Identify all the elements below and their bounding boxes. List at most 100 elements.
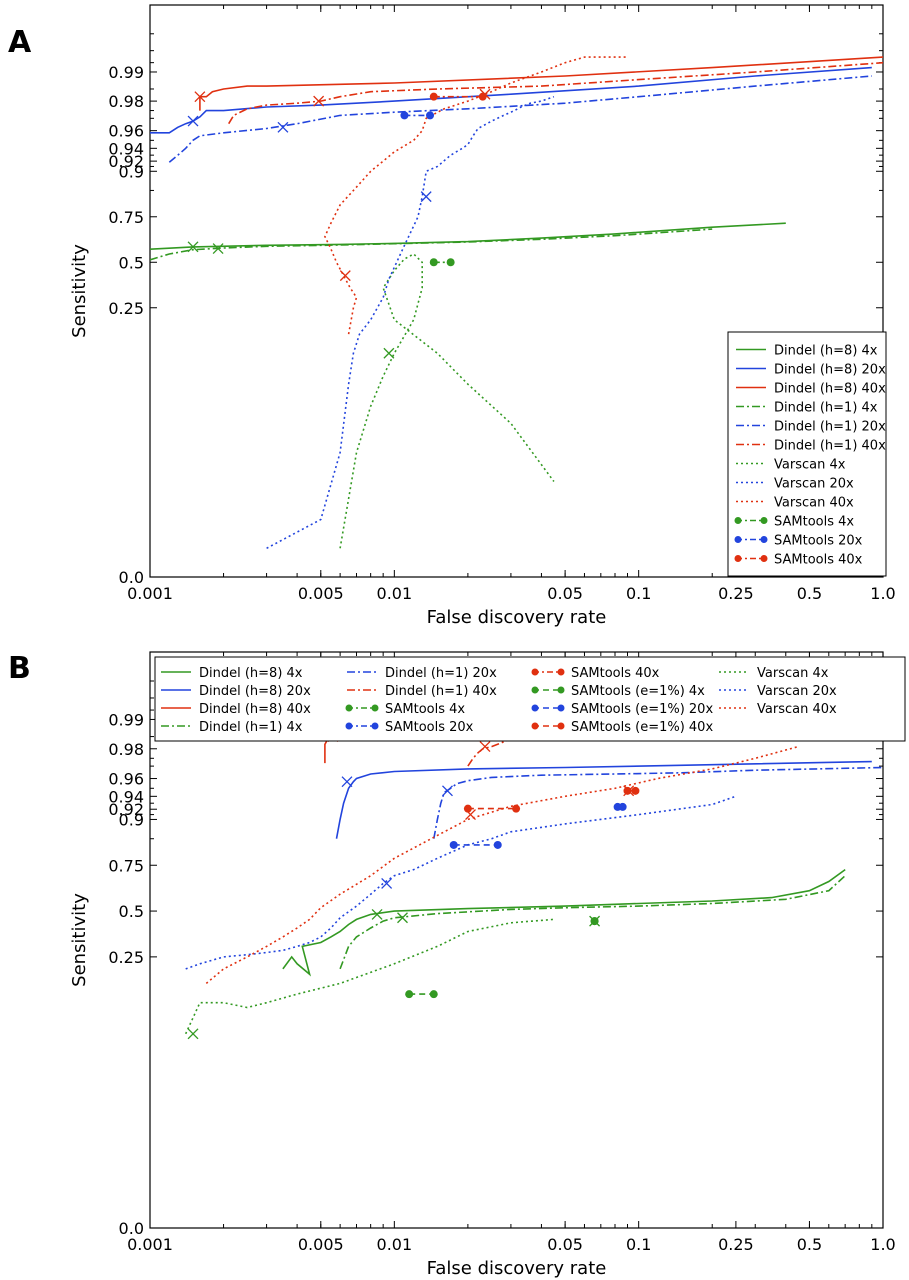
legend-dot [760, 536, 768, 543]
x-marker [465, 809, 476, 821]
y-tick-label: 0.0 [119, 1219, 144, 1238]
series-line [282, 868, 846, 977]
series-dindel-h-8-40x [194, 56, 883, 111]
data-point [446, 258, 455, 267]
legend-label: Varscan 4x [757, 666, 829, 681]
legend-box [154, 656, 906, 742]
legend-box [727, 331, 887, 577]
legend-dot [557, 686, 565, 694]
x-marker [371, 908, 383, 920]
legend-label: Varscan 20x [757, 684, 837, 699]
legend-dot [531, 704, 539, 712]
series-line [467, 735, 883, 767]
legend-dot [531, 668, 539, 676]
series-varscan-20x [185, 795, 737, 970]
series-line [150, 228, 713, 261]
legend-entry: SAMtools 20x [345, 720, 474, 735]
x-tick-label: 0.25 [718, 584, 754, 603]
y-tick-label: 0.5 [119, 902, 144, 921]
panel-label: B [8, 651, 31, 686]
x-tick-label: 0.25 [718, 1235, 754, 1254]
x-marker [420, 191, 432, 203]
y-tick-label: 0.9 [119, 810, 144, 829]
legend-label: Varscan 40x [774, 496, 854, 511]
legend-entry: Varscan 4x [719, 666, 829, 681]
panel-a: A 0.001 0.005 0.01 0.05 0.1 0.25 0.5 1.0 0.0 0.25 0… [8, 4, 896, 628]
legend-entry: SAMtools 4x [345, 702, 465, 717]
x-tick-label: 0.1 [626, 1235, 651, 1254]
legend-label: Dindel (h=1) 4x [774, 401, 878, 416]
legend-entry: Dindel (h=1) 20x [347, 666, 497, 681]
series-line [433, 766, 883, 839]
x-tick-label: 1.0 [870, 1235, 895, 1254]
legend-label: Dindel (h=1) 20x [774, 420, 886, 435]
series-line [266, 95, 555, 550]
legend-entry: Varscan 4x [736, 458, 846, 473]
series-dindel-h-1-20x [433, 766, 883, 839]
data-point [631, 786, 640, 795]
data-point [426, 111, 435, 120]
legend-label: SAMtools 20x [385, 720, 474, 735]
legend-entry: Dindel (h=8) 4x [161, 666, 303, 681]
legend-label: Varscan 20x [774, 477, 854, 492]
legend-label: Dindel (h=8) 40x [199, 702, 311, 717]
series-samtools-4x [429, 258, 455, 267]
y-tick-label: 0.94 [108, 787, 144, 806]
y-tick-label: 0.98 [108, 92, 144, 111]
series-samtools-20x [613, 802, 627, 811]
series-line [339, 253, 555, 549]
series-dindel-h-8-20x [150, 66, 872, 134]
x-tick-label: 1.0 [870, 584, 895, 603]
legend-dot [371, 704, 379, 712]
y-tick-label: 0.92 [108, 152, 144, 171]
legend-entry: Dindel (h=8) 20x [161, 684, 311, 699]
x-tick-label: 0.05 [547, 584, 583, 603]
y-tick-label: 0.9 [119, 162, 144, 181]
legend-label: Dindel (h=1) 40x [774, 439, 886, 454]
series-dindel-h-8-20x [335, 760, 872, 839]
panel-label: A [8, 25, 32, 60]
legend-label: Dindel (h=1) 4x [199, 720, 303, 735]
series-varscan-40x [324, 56, 628, 335]
legend-label: Varscan 40x [757, 702, 837, 717]
legend-entry: Dindel (h=1) 20x [736, 420, 886, 435]
series-line [168, 75, 872, 163]
legend-label: Dindel (h=1) 20x [385, 666, 497, 681]
x-marker [341, 776, 353, 788]
x-marker [383, 347, 395, 359]
legend-dot [557, 668, 565, 676]
data-point [429, 258, 438, 267]
legend-label: Dindel (h=8) 20x [774, 363, 886, 378]
legend-label: SAMtools 4x [385, 702, 465, 717]
y-tick-label: 0.96 [108, 770, 144, 789]
y-tick-label: 0.99 [108, 63, 144, 82]
series-varscan-40x [205, 745, 799, 985]
y-tick-label: 0.96 [108, 122, 144, 141]
legend-entry: SAMtools (e=1%) 20x [531, 702, 713, 717]
y-tick-label: 0.75 [108, 856, 144, 875]
x-marker [187, 1028, 199, 1040]
series-samtools-20x [400, 111, 435, 120]
series-line [228, 61, 883, 125]
y-tick-label: 0.5 [119, 253, 144, 272]
legend-dot [557, 704, 565, 712]
plot-area [150, 56, 883, 550]
x-marker [479, 741, 491, 753]
x-marker [187, 241, 199, 253]
x-marker [381, 877, 393, 889]
plot-frame [149, 4, 884, 578]
data-point [429, 92, 438, 101]
legend-label: SAMtools (e=1%) 4x [571, 684, 705, 699]
series-line [184, 918, 554, 1035]
legend-entry: Dindel (h=8) 4x [736, 344, 878, 359]
legend-entry: Varscan 40x [736, 496, 854, 511]
x-marker [442, 785, 453, 797]
legend-entry: Dindel (h=8) 40x [736, 382, 886, 397]
legend-dot [345, 722, 353, 730]
y-tick-label: 0.25 [108, 948, 144, 967]
data-point [493, 840, 502, 849]
series-line [150, 222, 786, 250]
legend-entry: Dindel (h=1) 40x [347, 684, 497, 699]
legend-dot [345, 704, 353, 712]
x-tick-label: 0.1 [626, 584, 651, 603]
